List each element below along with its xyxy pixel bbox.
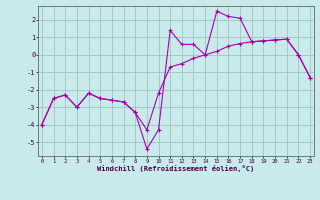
X-axis label: Windchill (Refroidissement éolien,°C): Windchill (Refroidissement éolien,°C) [97, 165, 255, 172]
